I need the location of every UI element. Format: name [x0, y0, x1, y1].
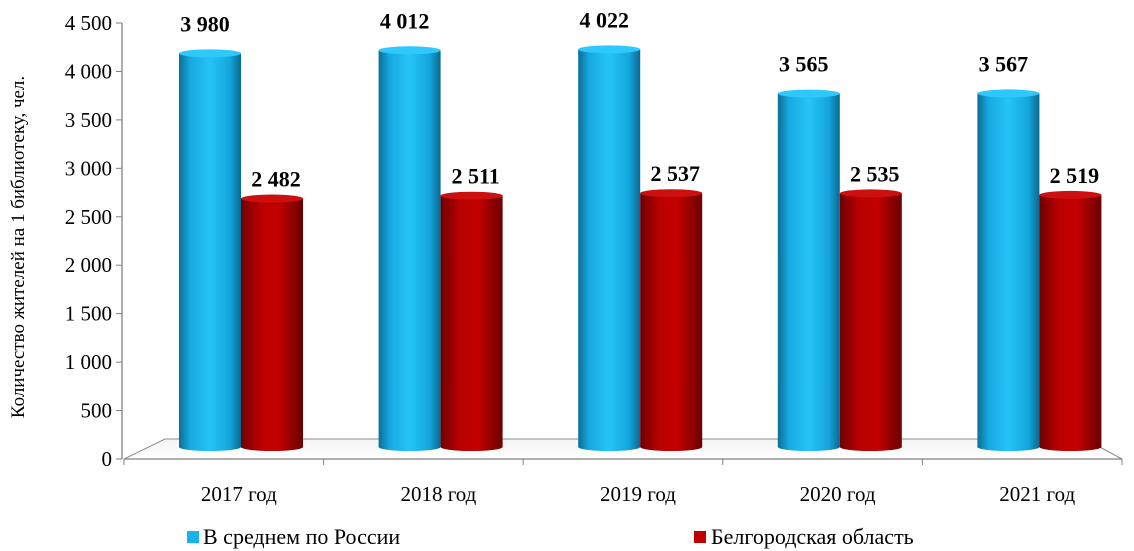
bar-body [578, 49, 641, 447]
bar-bottom [179, 443, 241, 451]
data-label-russia: 3 567 [979, 51, 1029, 76]
y-tick-label: 1 000 [65, 350, 112, 374]
bar-bottom [839, 443, 902, 451]
bar-top [440, 191, 503, 200]
bar-bottom [378, 443, 441, 451]
bar-body [977, 93, 1040, 447]
legend-swatch-belgorod [694, 531, 706, 543]
bar-top [777, 89, 840, 98]
y-axis: 0 500 1 000 1 500 2 000 2 500 3 000 3 500 4 000 4… [65, 11, 123, 471]
bars [179, 45, 1102, 451]
bar-body [839, 193, 902, 447]
bar-belgorod [640, 189, 703, 451]
y-tick-label: 500 [81, 399, 113, 423]
data-label-russia: 3 565 [779, 52, 829, 77]
bar-body [1039, 194, 1102, 447]
bar-top [179, 49, 241, 58]
bar-belgorod [1039, 190, 1102, 451]
bar-body [440, 195, 503, 447]
bar-bottom [977, 443, 1040, 451]
y-tick-label: 3 000 [65, 156, 112, 180]
bar-bottom [640, 443, 703, 451]
bar-belgorod [241, 194, 303, 451]
bar-russia [578, 45, 641, 451]
data-label-russia: 4 022 [579, 7, 629, 32]
bar-bottom [1039, 443, 1102, 451]
x-tick-label: 2017 год [201, 482, 277, 506]
bar-russia [179, 49, 241, 451]
data-label-russia: 3 980 [180, 11, 230, 36]
legend-swatch-russia [187, 531, 199, 543]
x-tick-label: 2019 год [600, 482, 676, 506]
bar-russia [378, 46, 441, 451]
bar-russia [777, 89, 840, 451]
bar-bottom [777, 443, 840, 451]
x-tick-label: 2018 год [400, 482, 476, 506]
y-tick-label: 4 000 [65, 59, 112, 83]
bar-body [179, 53, 241, 447]
bar-body [640, 193, 703, 447]
bar-top [640, 189, 703, 198]
bar-body [241, 198, 303, 447]
bar-belgorod [839, 189, 902, 451]
bar-top [1039, 190, 1102, 199]
bar-bottom [578, 443, 641, 451]
data-labels: 3 980 2 482 4 012 2 511 4 022 2 537 3 565 2 535… [180, 7, 1099, 191]
y-axis-title: Количество жителей на 1 библиотеку, чел. [8, 76, 29, 418]
bar-top [241, 194, 303, 203]
data-label-belgorod: 2 482 [251, 167, 301, 192]
bar-body [378, 50, 441, 448]
bar-top [977, 89, 1040, 98]
y-tick-label: 3 500 [65, 108, 112, 132]
legend-label-russia: В среднем по России [203, 524, 400, 549]
y-tick-label: 0 [102, 447, 113, 471]
y-tick-label: 2 500 [65, 205, 112, 229]
bar-belgorod [440, 191, 503, 451]
y-tick-label: 1 500 [65, 302, 112, 326]
legend: В среднем по России Белгородская область [187, 524, 914, 549]
bar-top [378, 46, 441, 55]
bar-top [839, 189, 902, 198]
y-tick-label: 4 500 [65, 11, 112, 35]
data-label-belgorod: 2 537 [650, 161, 700, 186]
legend-label-belgorod: Белгородская область [711, 524, 914, 549]
bar-body [777, 93, 840, 447]
data-label-belgorod: 2 511 [451, 164, 499, 189]
bar-russia [977, 89, 1040, 451]
x-tick-label: 2020 год [800, 482, 876, 506]
bar-bottom [241, 443, 303, 451]
bar-bottom [440, 443, 503, 451]
data-label-russia: 4 012 [380, 8, 430, 33]
data-label-belgorod: 2 535 [850, 161, 900, 186]
x-axis: 2017 год 2018 год 2019 год 2020 год 2021 год [201, 482, 1076, 506]
bar-top [578, 45, 641, 54]
y-tick-label: 2 000 [65, 253, 112, 277]
data-label-belgorod: 2 519 [1050, 163, 1100, 188]
x-tick-label: 2021 год [999, 482, 1075, 506]
